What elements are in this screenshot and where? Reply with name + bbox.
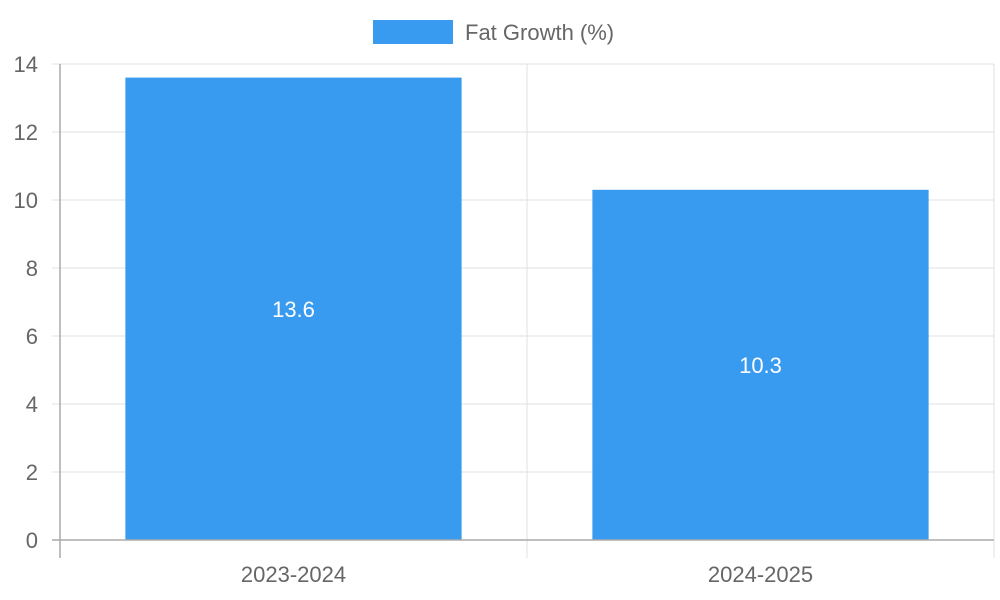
y-tick-label: 10 <box>14 188 38 213</box>
x-tick-label: 2023-2024 <box>241 562 346 587</box>
y-tick-label: 2 <box>26 460 38 485</box>
y-tick-label: 12 <box>14 120 38 145</box>
data-label: 13.6 <box>272 297 315 322</box>
labels: 0 2 4 6 8 10 12 14 13.6 2023-2024 10.3 2024-2025 <box>14 52 814 587</box>
data-label: 10.3 <box>739 353 782 378</box>
bar-2023-2024 <box>125 77 462 540</box>
axes <box>52 64 994 558</box>
y-tick-label: 0 <box>26 528 38 553</box>
y-tick-label: 4 <box>26 392 38 417</box>
y-tick-label: 8 <box>26 256 38 281</box>
x-tick-label: 2024-2025 <box>708 562 813 587</box>
y-tick-label: 14 <box>14 52 38 77</box>
bar-2024-2025 <box>592 189 929 541</box>
legend: Fat Growth (%) <box>373 20 614 45</box>
legend-swatch <box>373 20 453 44</box>
legend-label: Fat Growth (%) <box>465 20 614 45</box>
y-tick-label: 6 <box>26 324 38 349</box>
bars <box>125 77 929 541</box>
